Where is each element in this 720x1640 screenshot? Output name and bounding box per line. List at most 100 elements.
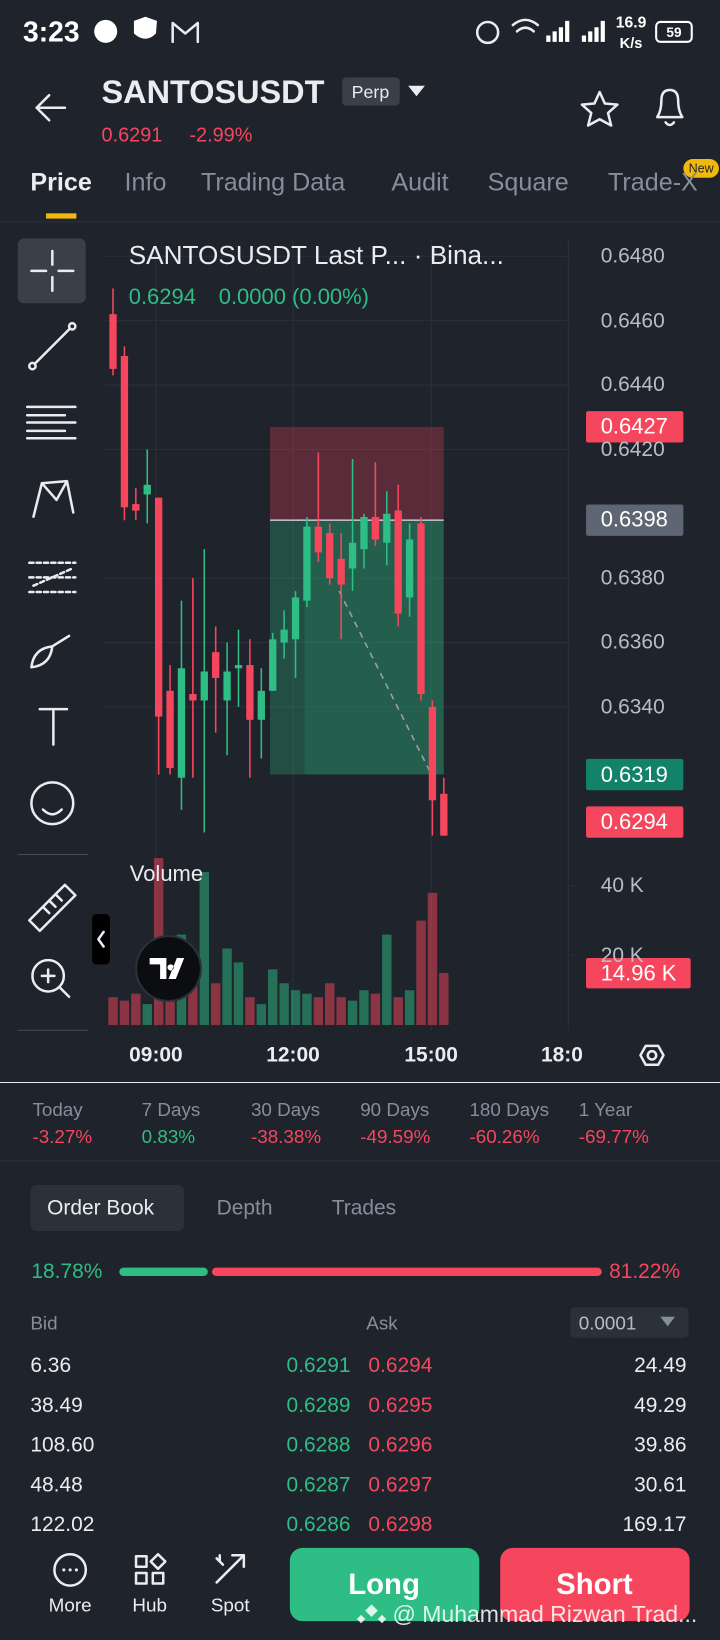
back-button[interactable] <box>35 93 67 122</box>
pattern-tool[interactable] <box>32 479 75 518</box>
price-change: -2.99% <box>189 124 253 147</box>
stop-label: 0.6427 <box>600 414 668 439</box>
y-tick-label: 0.6460 <box>600 309 665 333</box>
badge: Perp <box>351 82 390 102</box>
period-label: 90 Days <box>360 1099 430 1121</box>
volume-bar <box>119 1000 130 1025</box>
crosshair-tool[interactable] <box>30 249 75 293</box>
ask-price: 0.6295 <box>368 1394 433 1418</box>
emoji-tool[interactable] <box>30 781 75 826</box>
period-label: 1 Year <box>578 1099 633 1121</box>
bid-qty: 122.02 <box>30 1513 95 1537</box>
candle-body <box>303 526 311 601</box>
volume-bar <box>256 1004 267 1025</box>
candle-body <box>428 706 437 801</box>
bid-price: 0.6287 <box>286 1473 351 1497</box>
bid-qty: 6.36 <box>30 1354 72 1378</box>
candle-body <box>394 510 402 614</box>
price: 0.6291 <box>101 124 163 147</box>
precision-bg[interactable] <box>570 1307 689 1338</box>
alert-button[interactable] <box>655 88 684 127</box>
ruler-tool[interactable] <box>28 883 77 933</box>
last-price-label-bg <box>586 806 684 838</box>
candle-body <box>154 497 163 717</box>
last-price-label: 0.6294 <box>600 810 668 835</box>
spot-icon[interactable] <box>215 1553 246 1584</box>
tab[interactable]: Audit <box>391 168 449 197</box>
nav-label[interactable]: More <box>48 1594 92 1616</box>
long-button[interactable] <box>289 1547 480 1622</box>
volume-bar <box>382 934 392 1025</box>
collapse-toolbar[interactable] <box>92 914 110 965</box>
candle-body <box>405 539 414 598</box>
volume-bar <box>279 983 289 1025</box>
volume-bar <box>233 962 244 1025</box>
candle-body <box>166 690 174 769</box>
nav-label[interactable]: Spot <box>210 1594 250 1616</box>
volume-bar <box>427 892 438 1025</box>
tab[interactable]: Info <box>124 168 167 197</box>
period-change: -49.59% <box>360 1126 431 1148</box>
nav-label[interactable]: Hub <box>132 1594 167 1616</box>
volume-bar <box>199 871 209 1025</box>
wifi-icon <box>511 18 540 33</box>
book-tab[interactable]: Order Book <box>47 1196 155 1220</box>
bid-price: 0.6288 <box>286 1433 351 1457</box>
chart-title: SANTOSUSDT Last P... · Bina... <box>128 241 504 271</box>
ask-qty: 30.61 <box>634 1473 687 1497</box>
brush-tool[interactable] <box>30 634 71 669</box>
tab[interactable]: Trade-X <box>608 168 698 197</box>
dropdown-icon[interactable] <box>408 85 425 97</box>
volume-bar <box>302 993 312 1025</box>
hub-icon[interactable] <box>134 1552 167 1585</box>
favorite-button[interactable] <box>580 90 619 127</box>
bid-ratio-bar <box>119 1267 208 1276</box>
line-tool[interactable] <box>33 327 72 366</box>
volume-tick-label: 20 K <box>600 943 644 967</box>
candle-body <box>200 671 208 701</box>
settings-icon[interactable] <box>639 1044 665 1066</box>
target-label-bg <box>586 758 684 791</box>
ask-qty: 39.86 <box>634 1433 687 1457</box>
battery-icon <box>655 20 693 43</box>
candle-body <box>291 597 300 640</box>
tab-indicator <box>46 213 77 219</box>
last-volume-bg <box>586 958 691 989</box>
long-label[interactable]: Long <box>348 1567 420 1601</box>
ask-qty: 24.49 <box>634 1354 687 1378</box>
lines-tool[interactable] <box>25 405 77 440</box>
volume-bar <box>404 990 415 1025</box>
short-button[interactable] <box>500 1547 690 1622</box>
tab[interactable]: Trading Data <box>200 168 346 197</box>
bid-price: 0.6291 <box>286 1354 351 1378</box>
y-tick-label: 0.6480 <box>600 244 665 268</box>
last-close: 0.6294 <box>128 285 196 310</box>
book-tab[interactable]: Trades <box>331 1196 397 1220</box>
candle-body <box>371 516 380 540</box>
short-label[interactable]: Short <box>556 1567 633 1601</box>
y-tick-label: 0.6360 <box>600 631 665 655</box>
more-icon[interactable] <box>53 1552 88 1587</box>
net-speed-unit: K/s <box>619 34 643 52</box>
zoom-tool[interactable] <box>31 958 66 993</box>
last-volume-label: 14.96 K <box>600 961 677 986</box>
volume-bar <box>370 993 381 1025</box>
tab[interactable]: Price <box>30 168 92 197</box>
new-badge: New <box>688 161 714 176</box>
precision[interactable]: 0.0001 <box>578 1312 637 1334</box>
tv-logo-mark <box>149 958 185 979</box>
volume-bar <box>245 997 255 1025</box>
volume-tick-label: 40 K <box>600 874 644 898</box>
ask-qty: 49.29 <box>634 1394 687 1418</box>
facebook-icon <box>94 19 118 43</box>
y-tick-label: 0.6380 <box>600 566 665 590</box>
period-label: Today <box>32 1099 83 1121</box>
x-tick-label: 09:00 <box>129 1043 183 1067</box>
y-tick-label: 0.6440 <box>600 373 665 397</box>
tab[interactable]: Square <box>487 168 569 197</box>
book-tab[interactable]: Depth <box>216 1196 273 1220</box>
text-tool[interactable] <box>38 707 69 746</box>
channel-tool[interactable] <box>28 561 77 594</box>
badge-bg <box>342 77 400 106</box>
ask-qty: 169.17 <box>622 1513 687 1537</box>
